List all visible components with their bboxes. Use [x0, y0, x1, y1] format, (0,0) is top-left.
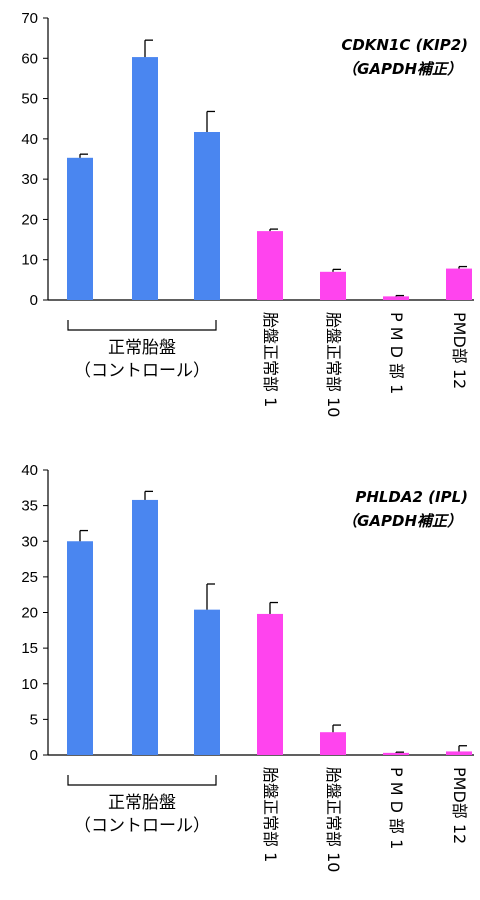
group-label: 正常胎盤 [108, 338, 176, 358]
bar [257, 613, 283, 755]
y-tick-label: 35 [21, 498, 38, 515]
y-tick-label: 15 [21, 640, 38, 657]
bar [132, 57, 158, 300]
y-tick-label: 10 [21, 676, 38, 693]
y-tick-label: 20 [21, 211, 38, 228]
ipl-chart: 0 5 10 15 20 25 30 35 40 PHLDA2 (IPL) （GAPDH補正） 正常胎… [21, 462, 474, 872]
bar [67, 541, 93, 755]
group-bracket [67, 320, 217, 331]
y-tick-label: 30 [21, 533, 38, 550]
category-label: P M D 部 1 [387, 767, 406, 849]
y-tick-label: 30 [21, 171, 38, 188]
y-tick-label: 25 [21, 569, 38, 586]
y-tick-label: 40 [21, 131, 38, 148]
bar [446, 751, 472, 755]
y-tick-label: 50 [21, 91, 38, 108]
bar [67, 157, 93, 300]
bar [194, 132, 220, 300]
category-label: 胎盤正常部 10 [324, 767, 343, 872]
chart-title: CDKN1C (KIP2) [341, 36, 468, 54]
bar [383, 752, 409, 755]
bar [446, 268, 472, 300]
bar [320, 271, 346, 300]
y-tick-label: 0 [30, 292, 38, 309]
bar [132, 499, 158, 755]
group-label-sub: （コントロール） [74, 361, 210, 381]
y-tick-label: 0 [30, 747, 38, 764]
bar [383, 296, 409, 300]
y-tick-label: 60 [21, 50, 38, 67]
chart-subtitle: （GAPDH補正） [342, 512, 462, 530]
chart-subtitle: （GAPDH補正） [342, 60, 462, 78]
category-label: 胎盤正常部 10 [324, 312, 343, 417]
category-label: P M D 部 1 [387, 312, 406, 394]
y-tick-label: 10 [21, 252, 38, 269]
group-bracket [67, 775, 217, 786]
chart-title: PHLDA2 (IPL) [355, 488, 468, 506]
y-tick-label: 5 [30, 711, 38, 728]
category-label: 胎盤正常部 1 [261, 767, 280, 862]
y-tick-label: 70 [21, 10, 38, 27]
category-label: PMD部 12 [450, 312, 469, 389]
bar [194, 609, 220, 755]
bar [257, 231, 283, 300]
y-tick-label: 20 [21, 605, 38, 622]
kip2-chart: 0 10 20 30 40 50 60 70 CDKN1C (KIP2) （GAPDH補正） 正常胎… [21, 10, 474, 417]
y-tick-label: 40 [21, 462, 38, 479]
bar [320, 732, 346, 755]
group-label: 正常胎盤 [108, 793, 176, 813]
group-label-sub: （コントロール） [74, 816, 210, 836]
category-label: 胎盤正常部 1 [261, 312, 280, 407]
category-label: PMD部 12 [450, 767, 469, 844]
